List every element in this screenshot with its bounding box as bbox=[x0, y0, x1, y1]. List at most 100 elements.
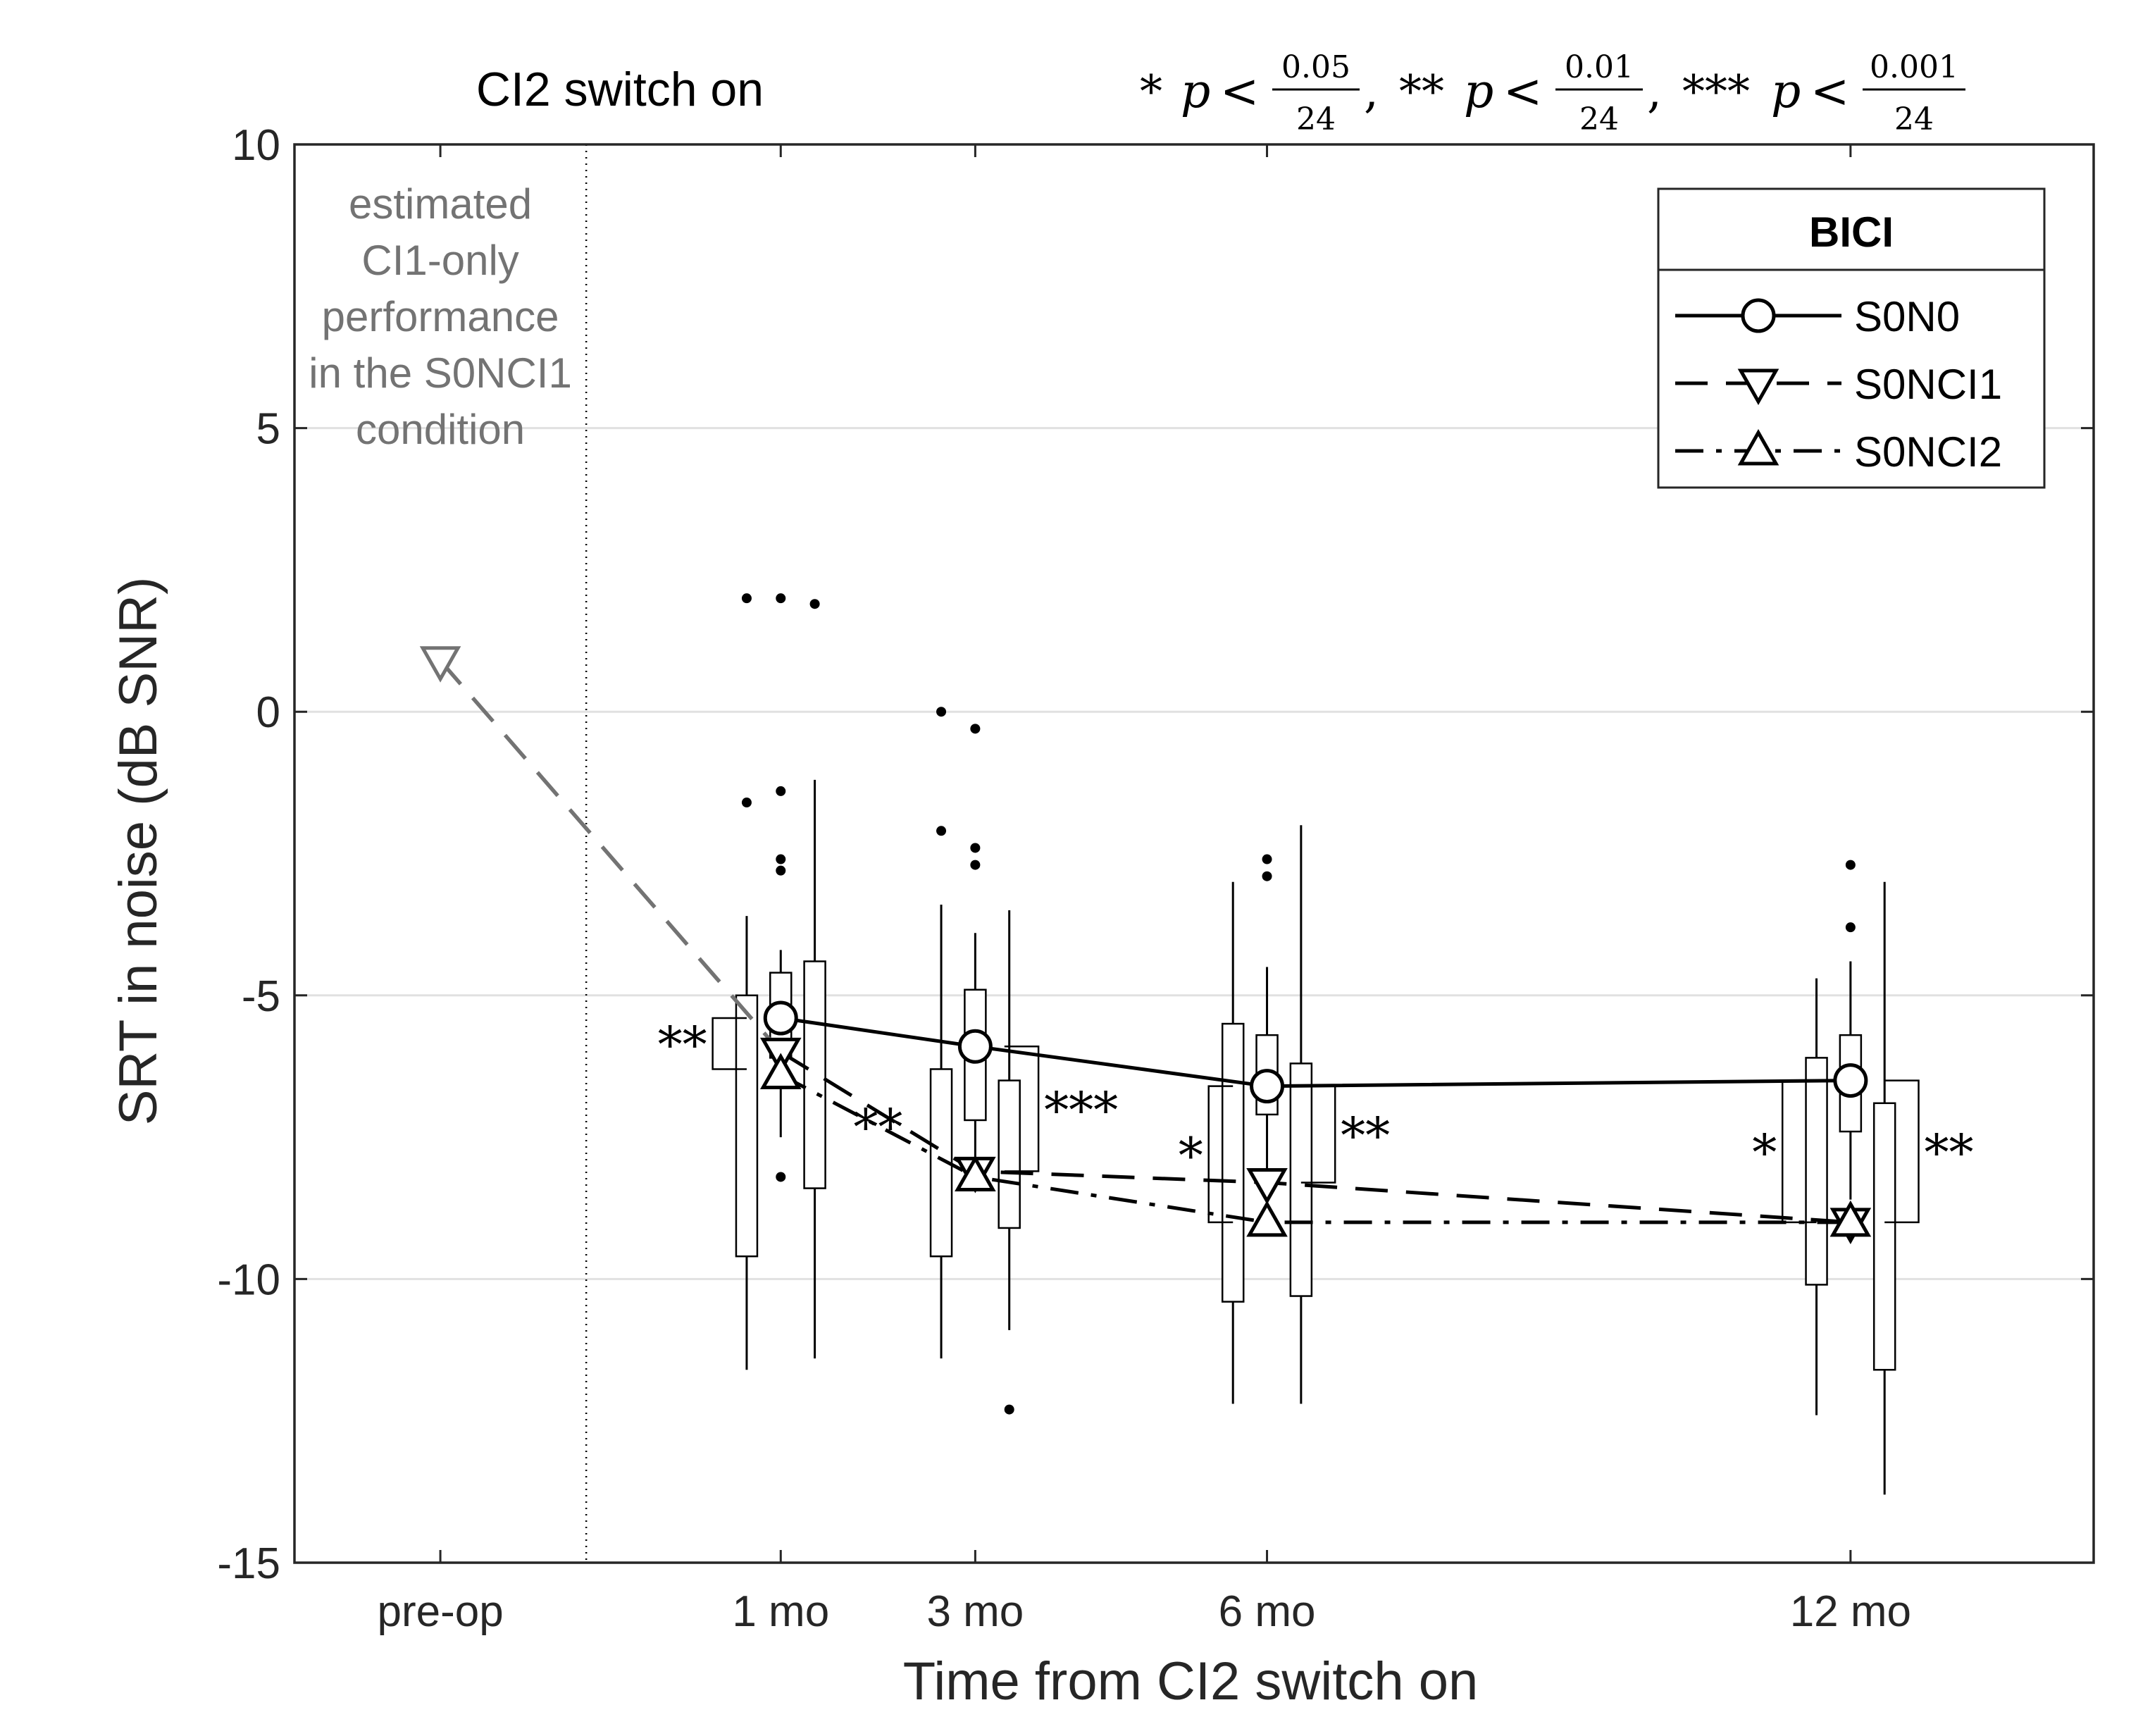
boxplot-s0n0 bbox=[1255, 854, 1279, 1222]
note-less-than: < bbox=[1503, 64, 1542, 118]
outlier-point bbox=[809, 599, 820, 609]
note-comma: , bbox=[1647, 64, 1662, 118]
note-p: p bbox=[1464, 64, 1493, 118]
bracket-line bbox=[1300, 1085, 1336, 1184]
legend-marker bbox=[1737, 368, 1779, 406]
marker-s0n0 bbox=[763, 1000, 798, 1036]
series-line-s0nci2 bbox=[780, 1073, 1851, 1224]
box bbox=[1221, 1022, 1245, 1303]
boxplots bbox=[735, 593, 1896, 1495]
box bbox=[1872, 1102, 1896, 1371]
boxplot-s0nci1 bbox=[803, 599, 826, 1359]
note-p: p bbox=[1181, 64, 1210, 118]
significance-note-item: ** p <0.01 24, bbox=[1399, 49, 1662, 137]
plot-frame bbox=[293, 143, 2095, 1564]
box bbox=[1805, 1057, 1828, 1286]
outlier-point bbox=[741, 798, 752, 808]
note-less-than: < bbox=[1220, 64, 1259, 118]
y-tick-label: -15 bbox=[217, 1539, 280, 1588]
note-numerator: 0.001 bbox=[1870, 49, 1958, 85]
marker-s0nci1 bbox=[1246, 1168, 1288, 1205]
legend-marker bbox=[1737, 428, 1779, 466]
marker-s0n0 bbox=[957, 1029, 993, 1064]
boxplot-s0nci2 bbox=[1221, 881, 1245, 1404]
series-lines bbox=[419, 646, 1872, 1244]
outlier-point bbox=[970, 843, 981, 853]
annotation-line: condition bbox=[356, 406, 525, 453]
x-tick-label: 12 mo bbox=[1790, 1587, 1911, 1636]
box bbox=[998, 1079, 1021, 1229]
legend: BICI S0N0 S0NCI1 S0NCI2 bbox=[1657, 187, 2046, 489]
bracket-line bbox=[1884, 1079, 1920, 1224]
box bbox=[1289, 1062, 1313, 1297]
legend-entry-s0nci2: S0NCI2 bbox=[1675, 428, 2002, 476]
x-tick-label: 1 mo bbox=[732, 1587, 829, 1636]
legend-label: S0NCI1 bbox=[1854, 361, 2002, 408]
significance-brackets: **** **** ** * ** bbox=[658, 1016, 1974, 1224]
marker-s0nci2 bbox=[955, 1155, 996, 1191]
axes: -15 -10 -5 0 5 10 pre-op 1 mo 3 mo 6 mo 12 mo bbox=[217, 121, 2095, 1636]
annotation-line: in the S0NCI1 bbox=[309, 349, 572, 397]
significance-bracket: ** bbox=[658, 1016, 747, 1074]
outlier-point bbox=[936, 826, 947, 836]
significance-bracket: ** bbox=[1300, 1085, 1390, 1184]
note-denominator: 24 bbox=[1296, 101, 1336, 137]
outlier-point bbox=[776, 865, 786, 876]
significance-label: ** bbox=[658, 1016, 707, 1074]
significance-label: *** bbox=[1044, 1081, 1118, 1139]
marker-s0nci2 bbox=[759, 1053, 802, 1090]
y-tick-label: -10 bbox=[217, 1256, 280, 1304]
significance-bracket: * bbox=[1752, 1079, 1817, 1224]
boxplot-s0nci1 bbox=[998, 910, 1021, 1415]
note-numerator: 0.05 bbox=[1281, 49, 1350, 85]
boxplot-s0nci1 bbox=[1289, 825, 1313, 1404]
x-tick-label: pre-op bbox=[377, 1587, 503, 1636]
outlier-point bbox=[776, 786, 786, 796]
annotation-line: estimated bbox=[349, 180, 532, 228]
legend-label: S0NCI2 bbox=[1854, 428, 2002, 476]
significance-label: * bbox=[1752, 1124, 1777, 1182]
outlier-point bbox=[776, 1172, 786, 1182]
y-tick-label: 0 bbox=[256, 688, 280, 737]
boxplot-s0n0 bbox=[964, 724, 987, 1189]
legend-box bbox=[1657, 187, 2046, 489]
significance-note-item: *** p <0.001 24 bbox=[1682, 49, 1965, 137]
note-stars: ** bbox=[1399, 66, 1444, 118]
bracket-line bbox=[1004, 1046, 1040, 1172]
outlier-point bbox=[936, 707, 947, 717]
preop-estimate-line bbox=[439, 659, 783, 1054]
annotation-line: performance bbox=[322, 293, 559, 340]
note-comma: , bbox=[1364, 64, 1379, 118]
outlier-point bbox=[1262, 871, 1272, 881]
note-stars: * bbox=[1140, 66, 1162, 118]
boxplot-s0n0 bbox=[1839, 860, 1863, 1200]
significance-bracket: * bbox=[1179, 1085, 1234, 1224]
note-less-than: < bbox=[1810, 64, 1849, 118]
outlier-point bbox=[970, 860, 981, 870]
boxplot-s0nci2 bbox=[929, 707, 953, 1359]
legend-entry-s0n0: S0N0 bbox=[1675, 293, 1960, 340]
outlier-point bbox=[776, 854, 786, 864]
significance-note-item: * p <0.05 24, bbox=[1140, 49, 1379, 137]
outlier-point bbox=[1845, 922, 1856, 933]
x-tick-label: 6 mo bbox=[1219, 1587, 1316, 1636]
legend-marker bbox=[1741, 298, 1776, 333]
x-tick-label: 3 mo bbox=[926, 1587, 1024, 1636]
boxplot-s0nci2 bbox=[735, 593, 759, 1370]
boxplot-s0nci1 bbox=[1872, 881, 1896, 1495]
box bbox=[735, 994, 759, 1258]
outlier-point bbox=[741, 593, 752, 604]
series-line-s0n0 bbox=[780, 1016, 1851, 1089]
bracket-line bbox=[1207, 1085, 1234, 1224]
note-numerator: 0.01 bbox=[1565, 49, 1634, 85]
boxplot-s0nci2 bbox=[1805, 978, 1828, 1415]
note-stars: *** bbox=[1682, 66, 1750, 118]
outlier-point bbox=[1004, 1404, 1014, 1415]
y-axis-label: SRT in noise (dB SNR) bbox=[108, 577, 168, 1126]
y-tick-label: 5 bbox=[256, 405, 280, 454]
significance-label: ** bbox=[1925, 1124, 1974, 1182]
significance-label: ** bbox=[853, 1098, 902, 1156]
significance-label: * bbox=[1179, 1127, 1203, 1184]
